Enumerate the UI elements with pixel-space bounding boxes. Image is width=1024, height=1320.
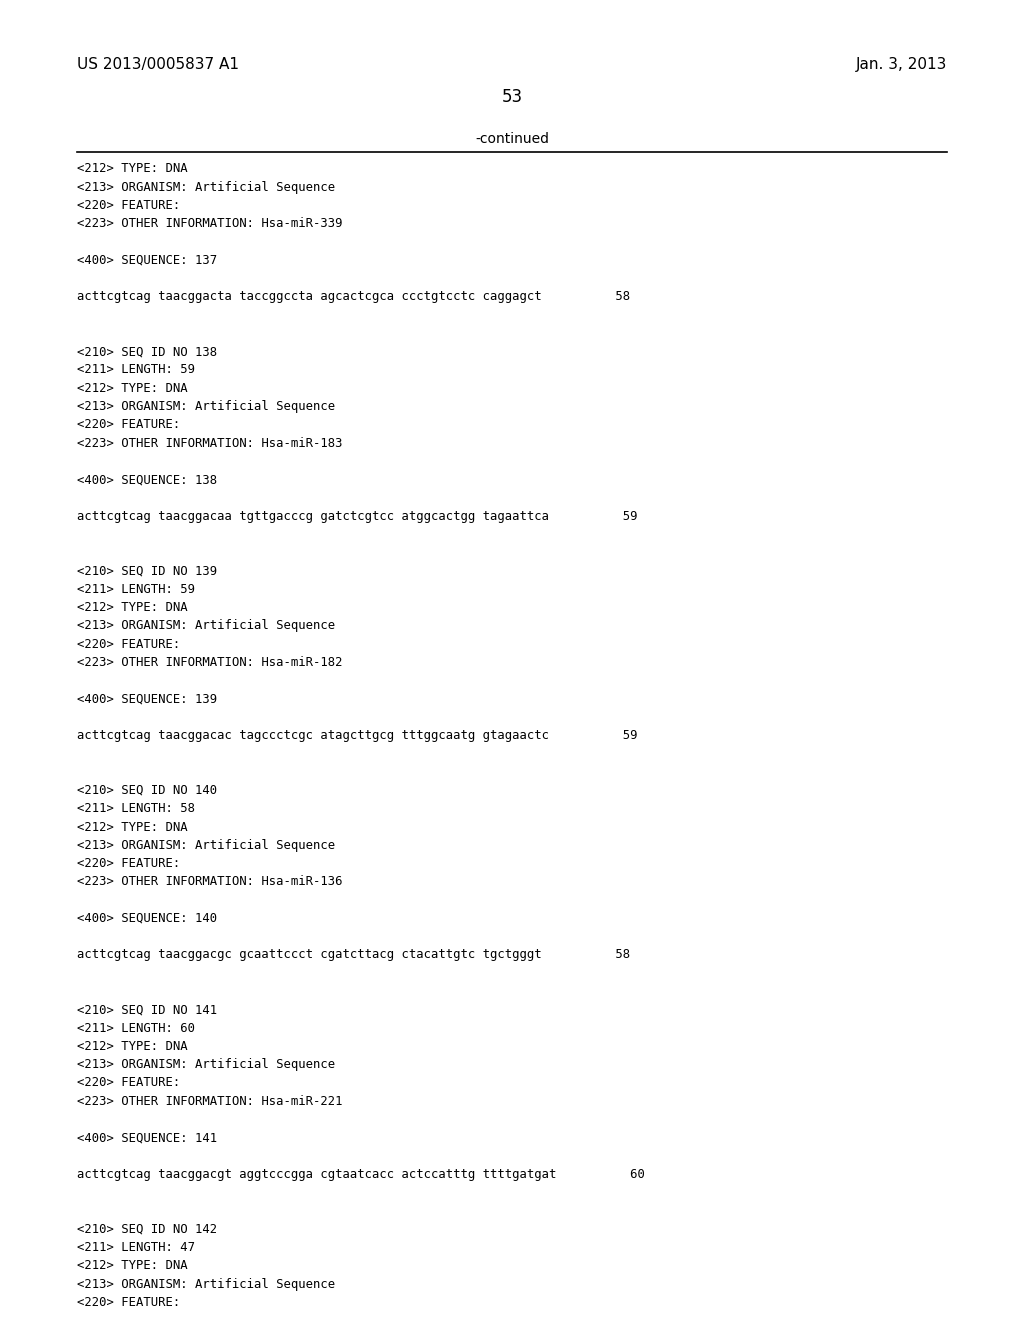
Text: acttcgtcag taacggacac tagccctcgc atagcttgcg tttggcaatg gtagaactc          59: acttcgtcag taacggacac tagccctcgc atagctt… xyxy=(77,729,637,742)
Text: <223> OTHER INFORMATION: Hsa-miR-339: <223> OTHER INFORMATION: Hsa-miR-339 xyxy=(77,218,342,230)
Text: <213> ORGANISM: Artificial Sequence: <213> ORGANISM: Artificial Sequence xyxy=(77,619,335,632)
Text: <211> LENGTH: 60: <211> LENGTH: 60 xyxy=(77,1022,195,1035)
Text: <220> FEATURE:: <220> FEATURE: xyxy=(77,418,180,432)
Text: Jan. 3, 2013: Jan. 3, 2013 xyxy=(856,57,947,71)
Text: <223> OTHER INFORMATION: Hsa-miR-136: <223> OTHER INFORMATION: Hsa-miR-136 xyxy=(77,875,342,888)
Text: <213> ORGANISM: Artificial Sequence: <213> ORGANISM: Artificial Sequence xyxy=(77,1278,335,1291)
Text: <220> FEATURE:: <220> FEATURE: xyxy=(77,199,180,213)
Text: <211> LENGTH: 58: <211> LENGTH: 58 xyxy=(77,803,195,816)
Text: <400> SEQUENCE: 138: <400> SEQUENCE: 138 xyxy=(77,473,217,486)
Text: <400> SEQUENCE: 137: <400> SEQUENCE: 137 xyxy=(77,253,217,267)
Text: US 2013/0005837 A1: US 2013/0005837 A1 xyxy=(77,57,239,71)
Text: <210> SEQ ID NO 140: <210> SEQ ID NO 140 xyxy=(77,784,217,797)
Text: <210> SEQ ID NO 138: <210> SEQ ID NO 138 xyxy=(77,345,217,358)
Text: <210> SEQ ID NO 139: <210> SEQ ID NO 139 xyxy=(77,565,217,578)
Text: acttcgtcag taacggacgt aggtcccgga cgtaatcacc actccatttg ttttgatgat          60: acttcgtcag taacggacgt aggtcccgga cgtaatc… xyxy=(77,1168,645,1181)
Text: <220> FEATURE:: <220> FEATURE: xyxy=(77,1296,180,1309)
Text: <210> SEQ ID NO 141: <210> SEQ ID NO 141 xyxy=(77,1003,217,1016)
Text: <220> FEATURE:: <220> FEATURE: xyxy=(77,857,180,870)
Text: <400> SEQUENCE: 140: <400> SEQUENCE: 140 xyxy=(77,912,217,925)
Text: <400> SEQUENCE: 139: <400> SEQUENCE: 139 xyxy=(77,693,217,705)
Text: -continued: -continued xyxy=(475,132,549,147)
Text: <211> LENGTH: 47: <211> LENGTH: 47 xyxy=(77,1241,195,1254)
Text: <212> TYPE: DNA: <212> TYPE: DNA xyxy=(77,162,187,176)
Text: <213> ORGANISM: Artificial Sequence: <213> ORGANISM: Artificial Sequence xyxy=(77,838,335,851)
Text: <212> TYPE: DNA: <212> TYPE: DNA xyxy=(77,1259,187,1272)
Text: <223> OTHER INFORMATION: Hsa-miR-183: <223> OTHER INFORMATION: Hsa-miR-183 xyxy=(77,437,342,450)
Text: <223> OTHER INFORMATION: Hsa-miR-182: <223> OTHER INFORMATION: Hsa-miR-182 xyxy=(77,656,342,669)
Text: <212> TYPE: DNA: <212> TYPE: DNA xyxy=(77,381,187,395)
Text: <220> FEATURE:: <220> FEATURE: xyxy=(77,638,180,651)
Text: <213> ORGANISM: Artificial Sequence: <213> ORGANISM: Artificial Sequence xyxy=(77,1059,335,1071)
Text: acttcgtcag taacggacaa tgttgacccg gatctcgtcc atggcactgg tagaattca          59: acttcgtcag taacggacaa tgttgacccg gatctcg… xyxy=(77,510,637,523)
Text: <400> SEQUENCE: 141: <400> SEQUENCE: 141 xyxy=(77,1131,217,1144)
Text: <211> LENGTH: 59: <211> LENGTH: 59 xyxy=(77,583,195,595)
Text: 53: 53 xyxy=(502,88,522,107)
Text: <220> FEATURE:: <220> FEATURE: xyxy=(77,1077,180,1089)
Text: <213> ORGANISM: Artificial Sequence: <213> ORGANISM: Artificial Sequence xyxy=(77,181,335,194)
Text: <210> SEQ ID NO 142: <210> SEQ ID NO 142 xyxy=(77,1222,217,1236)
Text: <213> ORGANISM: Artificial Sequence: <213> ORGANISM: Artificial Sequence xyxy=(77,400,335,413)
Text: <212> TYPE: DNA: <212> TYPE: DNA xyxy=(77,601,187,614)
Text: acttcgtcag taacggacgc gcaattccct cgatcttacg ctacattgtc tgctgggt          58: acttcgtcag taacggacgc gcaattccct cgatctt… xyxy=(77,949,630,961)
Text: <212> TYPE: DNA: <212> TYPE: DNA xyxy=(77,1040,187,1053)
Text: <212> TYPE: DNA: <212> TYPE: DNA xyxy=(77,821,187,833)
Text: <223> OTHER INFORMATION: Hsa-miR-221: <223> OTHER INFORMATION: Hsa-miR-221 xyxy=(77,1094,342,1107)
Text: acttcgtcag taacggacta taccggccta agcactcgca ccctgtcctc caggagct          58: acttcgtcag taacggacta taccggccta agcactc… xyxy=(77,290,630,304)
Text: <211> LENGTH: 59: <211> LENGTH: 59 xyxy=(77,363,195,376)
